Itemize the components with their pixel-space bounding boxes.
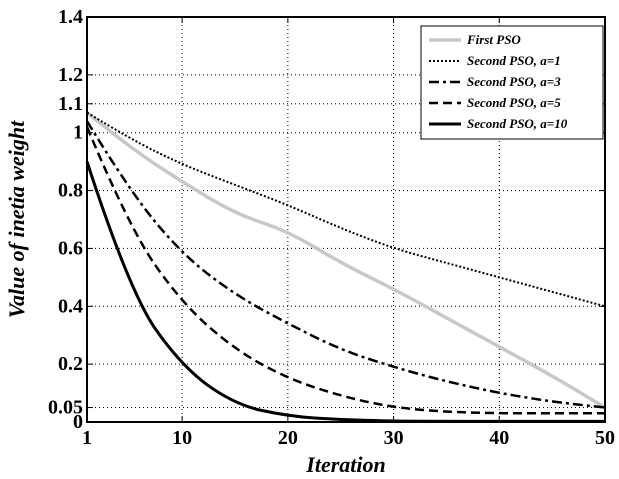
y-tick-label: 0.8 xyxy=(58,180,83,202)
axis-ticks: 1 10 20 30 40 50 00.05 0.2 0.4 0.6 0.8 1 1.1 1.2 1.4 xyxy=(48,6,615,449)
series-line-4 xyxy=(85,126,605,415)
x-tick-label: 1 xyxy=(82,427,92,449)
legend: First PSO Second PSO, a=1 Second PSO, a=3 S… xyxy=(420,25,604,140)
y-tick-label: 1.1 xyxy=(58,93,83,115)
y-tick-label: 0 xyxy=(73,411,83,433)
y-tick-label: 0.05 xyxy=(48,397,83,419)
y-tick-label: 0.6 xyxy=(58,237,83,259)
y-axis-title: Value of inetia weight xyxy=(4,120,29,318)
legend-label-1: First PSO xyxy=(466,32,521,47)
y-tick-label: 1 xyxy=(73,122,83,144)
x-tick-label: 30 xyxy=(384,427,404,449)
series-line-1 xyxy=(85,111,606,409)
y-tick-label: 0.4 xyxy=(58,295,83,317)
series-line-3 xyxy=(85,120,606,409)
x-tick-label: 40 xyxy=(489,427,509,449)
x-tick-label: 10 xyxy=(172,427,192,449)
series-line-5 xyxy=(85,161,605,423)
y-tick-label: 0.2 xyxy=(58,353,83,375)
legend-label-2: Second PSO, a=1 xyxy=(467,53,561,68)
legend-label-3: Second PSO, a=3 xyxy=(467,74,561,89)
plot-frame xyxy=(86,16,606,423)
legend-label-4: Second PSO, a=5 xyxy=(467,95,561,110)
legend-label-5: Second PSO, a=10 xyxy=(467,116,568,131)
x-axis-title: Iteration xyxy=(305,452,385,477)
x-tick-label: 20 xyxy=(278,427,298,449)
y-tick-label: 1.2 xyxy=(58,64,83,86)
y-tick-label: 1.4 xyxy=(58,6,83,28)
x-tick-label: 50 xyxy=(595,427,615,449)
series-lines xyxy=(85,111,606,423)
